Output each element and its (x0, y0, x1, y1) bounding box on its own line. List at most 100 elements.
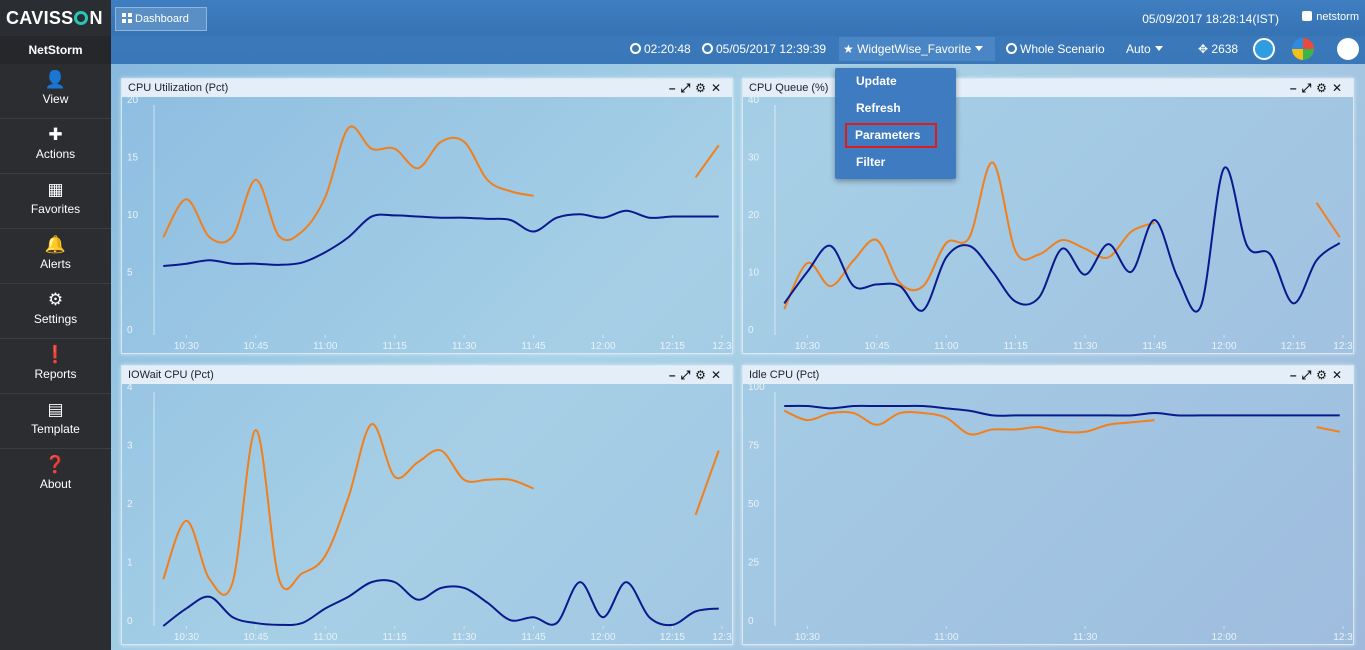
refresh-mode-dropdown[interactable]: Auto (1126, 42, 1163, 56)
star-icon: ★ (843, 42, 854, 56)
color-theme-icon[interactable] (1292, 38, 1314, 60)
question-icon: ❓ (44, 455, 67, 474)
x-tick-label: 12:15 (660, 341, 685, 352)
header-datetime: 05/09/2017 18:28:14(IST) (1142, 12, 1279, 26)
gear-icon[interactable]: ⚙ (695, 368, 711, 382)
gear-icon: ⚙ (47, 290, 64, 309)
sidebar-item-favorites[interactable]: ▦ Favorites (0, 174, 111, 229)
gear-icon[interactable]: ⚙ (695, 81, 711, 95)
y-tick-label: 0 (748, 325, 754, 336)
gear-icon[interactable]: ⚙ (1316, 81, 1332, 95)
y-tick-label: 4 (127, 384, 133, 393)
y-tick-label: 3 (127, 441, 133, 452)
y-tick-label: 0 (748, 616, 754, 627)
y-tick-label: 10 (748, 268, 760, 279)
y-tick-label: 20 (748, 210, 760, 221)
minimize-icon[interactable]: – (668, 81, 681, 95)
menu-item-filter[interactable]: Filter (856, 155, 886, 169)
menu-item-refresh[interactable]: Refresh (856, 101, 901, 115)
expand-icon[interactable]: ⤢ (1301, 368, 1317, 382)
y-tick-label: 25 (748, 558, 760, 569)
count-indicator[interactable]: ✥ 2638 (1198, 42, 1238, 56)
sidebar-item-template[interactable]: ▤ Template (0, 394, 111, 449)
sidebar-item-view[interactable]: 👤 View (0, 64, 111, 119)
y-tick-label: 0 (127, 616, 133, 627)
favorite-dropdown[interactable]: ★ WidgetWise_Favorite (839, 37, 995, 61)
grid-icon: ▦ (47, 180, 64, 199)
refresh-mode-label: Auto (1126, 42, 1151, 56)
series-line-orange (783, 161, 1155, 310)
widget-controls: –⤢⚙✕ (1290, 366, 1347, 384)
widget-cpu-utilization: CPU Utilization (Pct) –⤢⚙✕ 0 5 10 15 20 10:30… (121, 78, 733, 354)
x-tick-label: 11:00 (934, 341, 959, 352)
idle-cpu-chart: 0 25 50 75 100 10:30 11:00 11:30 12:00 12:3 (748, 384, 1353, 643)
x-tick-label: 11:15 (383, 632, 408, 643)
start-time: 05/05/2017 12:39:39 (702, 42, 826, 56)
layout-icon[interactable] (1253, 38, 1275, 60)
x-tick-label: 11:00 (313, 341, 338, 352)
close-icon[interactable]: ✕ (1331, 368, 1347, 382)
x-tick-label: 12:15 (660, 632, 685, 643)
x-tick-label: 11:30 (452, 632, 477, 643)
y-tick-label: 10 (127, 210, 139, 221)
x-tick-label: 11:45 (521, 341, 546, 352)
user-icon: 👤 (44, 70, 67, 89)
layers-icon[interactable] (1337, 38, 1359, 60)
sidebar-item-label: View (42, 92, 69, 106)
x-tick-label: 10:30 (795, 632, 820, 643)
sidebar-item-label: Template (31, 422, 80, 436)
user-menu[interactable]: netstorm (1302, 11, 1359, 23)
expand-icon[interactable]: ⤢ (1301, 81, 1317, 95)
widget-controls: –⤢⚙✕ (1290, 79, 1347, 97)
sidebar-item-label: Actions (35, 147, 76, 161)
session-toolbar: 02:20:48 05/05/2017 12:39:39 ★ WidgetWis… (111, 36, 1365, 64)
menu-item-parameters[interactable]: Parameters (844, 122, 938, 149)
sidebar-item-label: Alerts (40, 257, 71, 271)
iowait-cpu-chart: 0 1 2 3 4 10:30 10:45 11:00 11:15 11:30 11:45 12:00… (127, 384, 732, 643)
expand-icon[interactable]: ⤢ (680, 368, 696, 382)
y-tick-label: 100 (748, 384, 765, 393)
x-tick-label: 11:15 (383, 341, 408, 352)
x-tick-label: 11:00 (934, 632, 959, 643)
widget-title: CPU Utilization (Pct) (128, 82, 229, 94)
start-clock-icon (702, 43, 713, 54)
widget-title: IOWait CPU (Pct) (128, 369, 214, 381)
sidebar-item-settings[interactable]: ⚙ Settings (0, 284, 111, 339)
series-line-navy (163, 209, 719, 267)
tab-dashboard[interactable]: Dashboard (115, 7, 207, 31)
sidebar-item-about[interactable]: ❓ About (0, 449, 111, 504)
y-tick-label: 50 (748, 499, 760, 510)
y-tick-label: 2 (127, 499, 133, 510)
menu-item-update[interactable]: Update (856, 74, 897, 88)
gear-icon[interactable]: ⚙ (1316, 368, 1332, 382)
scenario-selector[interactable]: Whole Scenario (1006, 42, 1105, 56)
y-tick-label: 15 (127, 153, 139, 164)
x-tick-label: 11:45 (521, 632, 546, 643)
sidebar-item-label: Favorites (30, 202, 81, 216)
sidebar-item-actions[interactable]: ✚ Actions (0, 119, 111, 174)
widget-title: Idle CPU (Pct) (749, 369, 820, 381)
close-icon[interactable]: ✕ (1331, 81, 1347, 95)
sidebar-item-alerts[interactable]: 🔔 Alerts (0, 229, 111, 284)
series-line-navy (162, 579, 719, 627)
favorite-menu: Update Refresh Parameters Filter (835, 68, 956, 179)
x-tick-label: 11:30 (1073, 341, 1098, 352)
minimize-icon[interactable]: – (1289, 368, 1302, 382)
x-tick-label: 12:3 (712, 632, 732, 643)
x-tick-label: 10:45 (243, 341, 268, 352)
tab-dashboard-label: Dashboard (135, 13, 189, 25)
series-line-orange (694, 144, 720, 179)
widget-cpu-queue: CPU Queue (%) –⤢⚙✕ 0 10 20 30 40 10:30 10:45 11… (742, 78, 1354, 354)
minimize-icon[interactable]: – (668, 368, 681, 382)
expand-icon[interactable]: ⤢ (680, 81, 696, 95)
series-line-orange (162, 423, 534, 596)
minimize-icon[interactable]: – (1289, 81, 1302, 95)
alert-circle-icon: ❗ (44, 345, 67, 364)
sidebar-item-reports[interactable]: ❗ Reports (0, 339, 111, 394)
puzzle-icon: ✚ (48, 125, 63, 144)
close-icon[interactable]: ✕ (710, 81, 726, 95)
x-tick-label: 10:45 (864, 341, 889, 352)
widget-iowait-cpu: IOWait CPU (Pct) –⤢⚙✕ 0 1 2 3 4 10:30 10:45 11:… (121, 365, 733, 645)
close-icon[interactable]: ✕ (710, 368, 726, 382)
sidebar-item-label: Settings (33, 312, 78, 326)
